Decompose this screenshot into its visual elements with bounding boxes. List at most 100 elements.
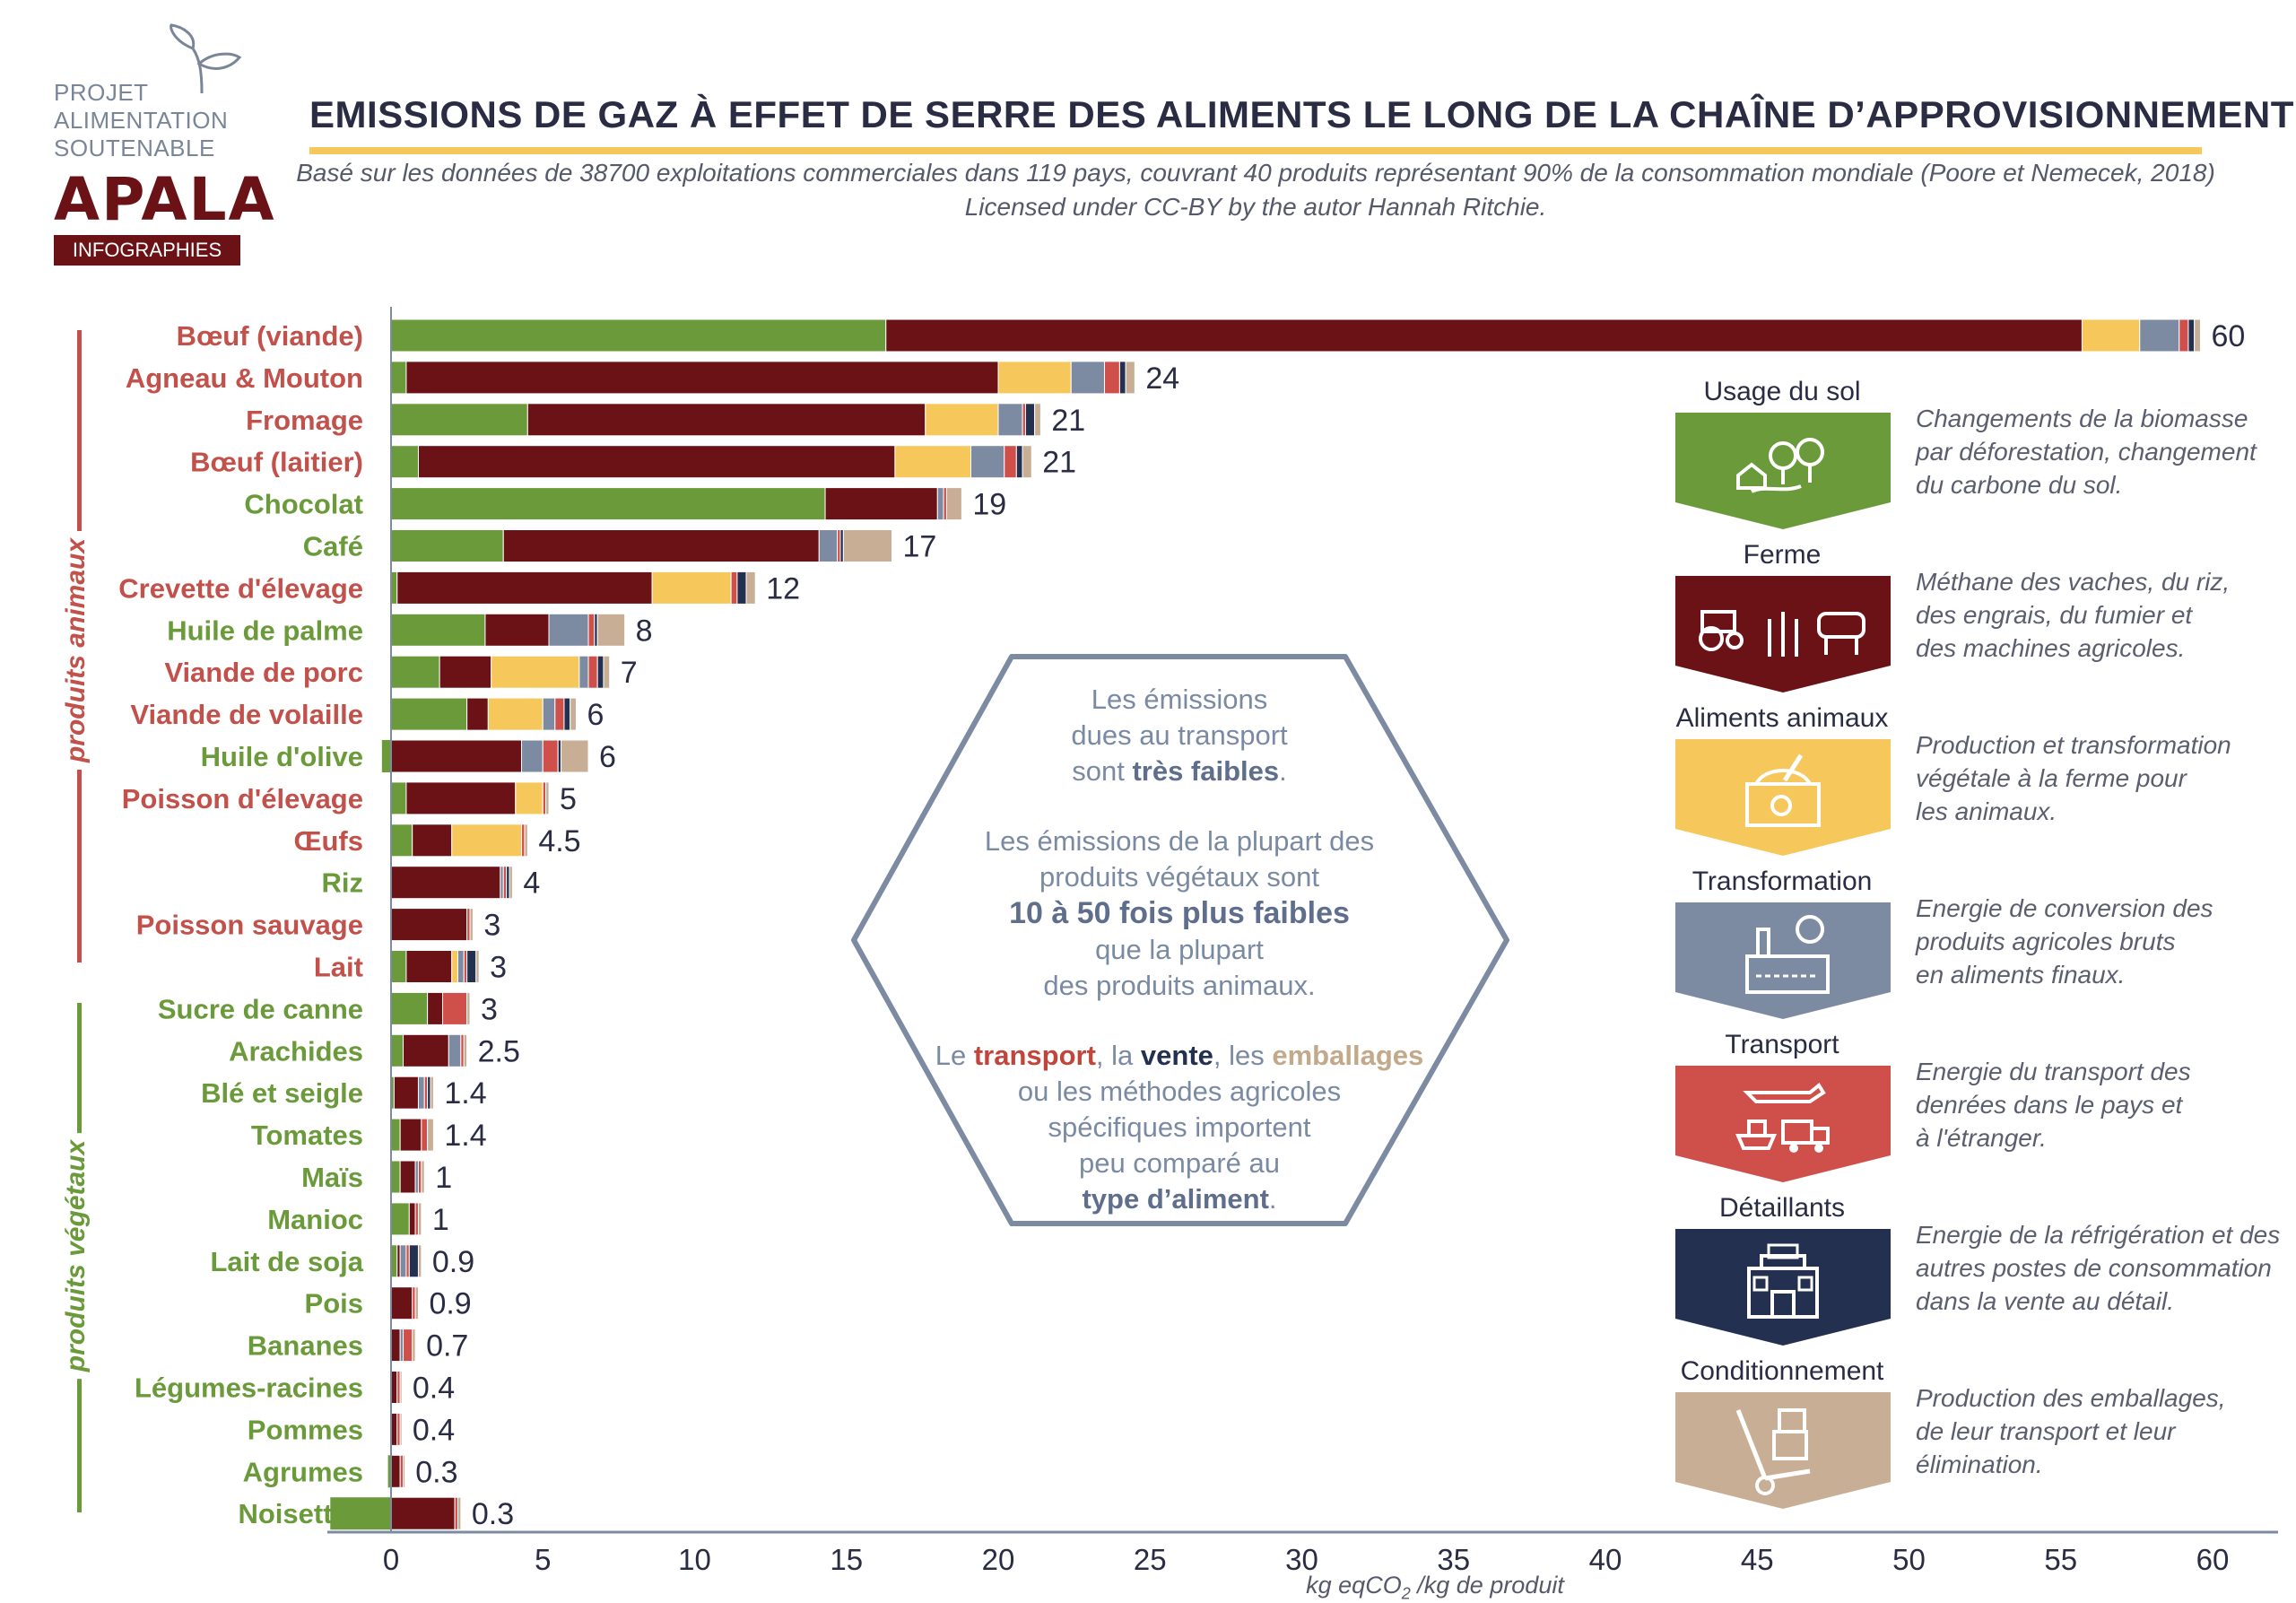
category-label: Chocolat: [244, 489, 363, 520]
legend-description: Production et transformation végétale à l…: [1916, 728, 2292, 828]
bar-segment: [521, 823, 526, 858]
bar-segment: [403, 1033, 449, 1067]
hex-text-line: Le: [935, 1040, 967, 1071]
category-label: Agrumes: [243, 1456, 363, 1487]
legend-description-line: Energie du transport des: [1916, 1058, 2191, 1085]
bar-segment: [885, 318, 2083, 353]
legend-description: Energie de la réfrigération et des autres…: [1916, 1218, 2292, 1318]
x-tick-label: 25: [1134, 1543, 1167, 1576]
category-label: Légumes-racines: [135, 1372, 363, 1404]
subtitle-line: Licensed under CC-BY by the autor Hannah…: [964, 193, 1547, 221]
legend-description-line: Changements de la biomasse: [1916, 405, 2248, 432]
bar-segment: [414, 1286, 419, 1320]
bar-segment: [500, 866, 504, 900]
bar-segment: [396, 1371, 401, 1404]
bar-segment: [399, 1371, 403, 1404]
bar-total-label: 2.5: [478, 1034, 520, 1068]
farm-icon: [1675, 576, 1891, 693]
category-label: Noisettes: [238, 1498, 363, 1529]
bar-segment: [421, 1118, 429, 1152]
bar-segment: [423, 1076, 429, 1110]
bar-segment: [393, 1076, 419, 1110]
legend-description-line: autres postes de consommation: [1916, 1254, 2272, 1282]
bar-segment: [1103, 361, 1120, 395]
bar-segment: [399, 1244, 407, 1278]
legend-description-line: Méthane des vaches, du riz,: [1916, 568, 2231, 596]
bar-segment: [390, 991, 429, 1025]
x-tick-label: 5: [535, 1543, 551, 1576]
category-label: Crevette d'élevage: [118, 572, 363, 604]
x-tick-label: 10: [678, 1543, 711, 1576]
bar-segment: [563, 697, 571, 731]
hex-text-bold: très faibles: [1132, 755, 1280, 787]
legend-description-line: Production et transformation: [1916, 731, 2231, 759]
bar-segment: [390, 445, 419, 479]
legend-title: Transport: [1725, 1030, 1839, 1059]
bar-segment: [390, 697, 468, 731]
bar-segment: [412, 1286, 416, 1320]
bar-total-label: 0.7: [426, 1329, 468, 1363]
bar-segment: [451, 823, 523, 858]
bar-segment: [557, 739, 562, 773]
bar-total-label: 17: [903, 530, 937, 564]
bar-segment: [408, 1202, 416, 1236]
bar-segment: [403, 1329, 413, 1363]
x-tick-label: 15: [830, 1543, 863, 1576]
logo-brand: APALA: [54, 165, 276, 234]
bar-segment: [554, 697, 565, 731]
bar-segment: [818, 529, 839, 562]
bar-segment: [390, 950, 407, 983]
category-label: Poisson d'élevage: [122, 783, 363, 815]
x-tick-label: 40: [1589, 1543, 1622, 1576]
bar-segment: [509, 866, 513, 900]
bar-segment: [894, 445, 972, 479]
bar-segment: [330, 1497, 391, 1530]
bar-segment: [414, 1202, 419, 1236]
bar-segment: [970, 445, 1005, 479]
bar-segment: [399, 1454, 404, 1488]
category-label: Huile de palme: [167, 614, 363, 646]
bar-segment: [390, 1371, 398, 1404]
bar-segment: [403, 1454, 406, 1488]
bar-total-label: 1: [435, 1161, 452, 1195]
legend-description: Changements de la biomasse par déforestat…: [1916, 402, 2292, 501]
bar-segment: [842, 529, 893, 562]
hex-paragraph-1: Les émissions dues au transport sont trè…: [897, 682, 1462, 789]
x-tick-label: 60: [2196, 1543, 2230, 1576]
bar-segment: [487, 697, 544, 731]
bar-total-label: 0.9: [432, 1245, 474, 1279]
bar-segment: [466, 991, 471, 1025]
bar-segment: [417, 1244, 422, 1278]
bar-segment: [475, 950, 480, 983]
bar-segment: [542, 739, 559, 773]
bar-segment: [1015, 445, 1023, 479]
bar-segment: [399, 1118, 422, 1152]
legend-description-line: de leur transport et leur: [1916, 1417, 2176, 1445]
bar-segment: [417, 445, 896, 479]
hex-paragraph-2: Les émissions de la plupart des produits…: [897, 823, 1462, 1004]
bar-segment: [427, 1118, 434, 1152]
legend-description-line: par déforestation, changement: [1916, 438, 2257, 466]
bar-segment: [390, 1033, 404, 1067]
legend-title: Détaillants: [1718, 1193, 1846, 1223]
bar-segment: [491, 655, 580, 689]
bar-segment: [417, 1160, 422, 1194]
bar-segment: [587, 655, 598, 689]
bar-segment: [390, 613, 486, 647]
bar-segment: [2187, 318, 2196, 353]
hex-text-line: ou les méthodes agricoles: [1017, 1076, 1342, 1107]
category-label: Arachides: [229, 1035, 363, 1067]
bar-segment: [524, 823, 528, 858]
legend-title: Aliments animaux: [1675, 703, 1889, 733]
bar-segment: [457, 1496, 462, 1530]
bar-segment: [414, 1160, 419, 1194]
bar-segment: [390, 781, 407, 815]
category-label: Œufs: [294, 825, 364, 857]
bar-total-label: 24: [1145, 362, 1179, 396]
hex-text-line: produits végétaux sont: [1039, 861, 1319, 893]
legend-description: Energie du transport des denrées dans le …: [1916, 1055, 2292, 1154]
transport-icon: [1675, 1066, 1891, 1182]
bar-segment: [594, 613, 598, 647]
legend-description-line: dans la vente au détail.: [1916, 1287, 2174, 1315]
